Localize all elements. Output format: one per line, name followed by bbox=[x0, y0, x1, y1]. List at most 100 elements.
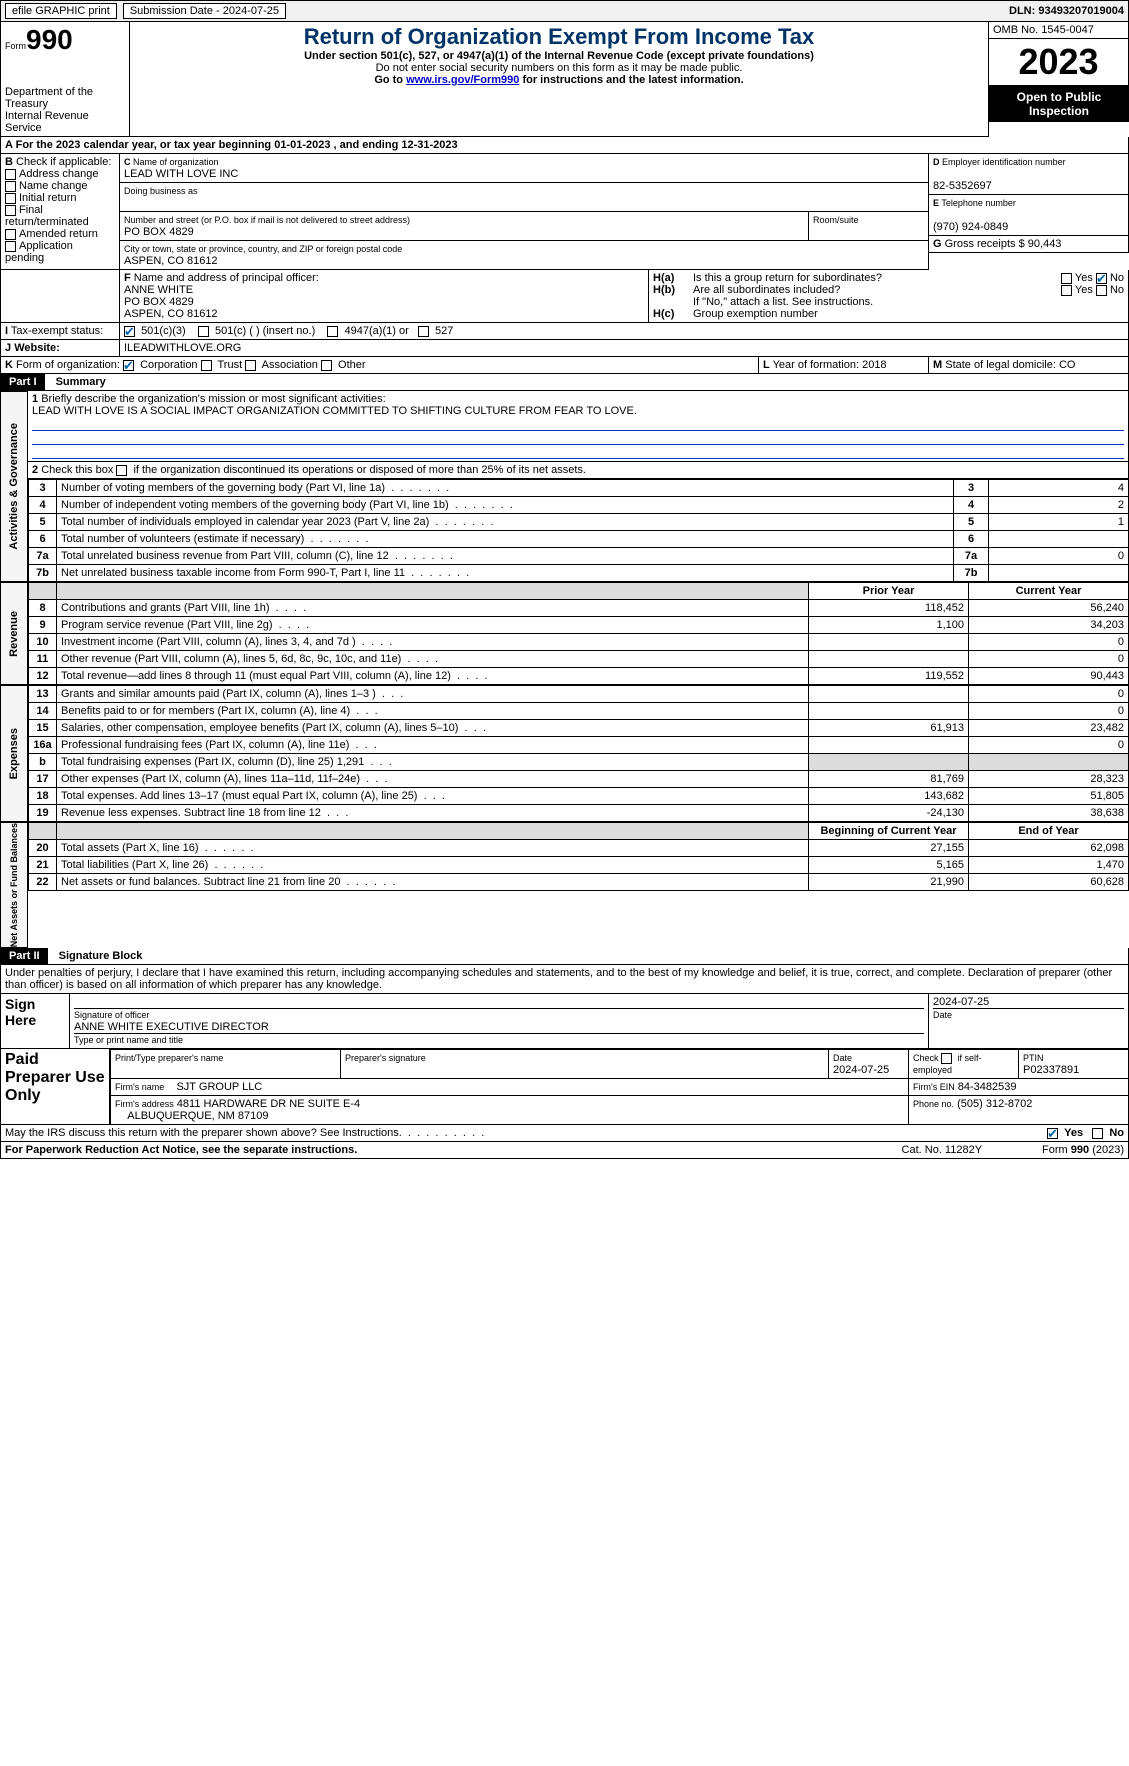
line1-val: LEAD WITH LOVE IS A SOCIAL IMPACT ORGANI… bbox=[32, 405, 637, 417]
chk-discontinued[interactable] bbox=[116, 465, 127, 476]
irs-text: Internal Revenue Service bbox=[5, 110, 125, 134]
c-name-label: Name of organization bbox=[133, 157, 219, 167]
chk-amended[interactable] bbox=[5, 229, 16, 240]
street-val: PO BOX 4829 bbox=[124, 226, 194, 238]
side-na: Net Assets or Fund Balances bbox=[0, 822, 28, 948]
line-a: A For the 2023 calendar year, or tax yea… bbox=[0, 137, 1129, 154]
submission-btn[interactable]: Submission Date - 2024-07-25 bbox=[123, 3, 286, 19]
hc-text: Group exemption number bbox=[693, 308, 818, 320]
open-inspection: Open to Public Inspection bbox=[989, 86, 1129, 122]
pra-text: For Paperwork Reduction Act Notice, see … bbox=[5, 1144, 357, 1156]
chk-trust[interactable] bbox=[201, 360, 212, 371]
g-label: Gross receipts $ bbox=[945, 238, 1025, 250]
paid-preparer-label: Paid Preparer Use Only bbox=[0, 1049, 110, 1125]
d-label: Employer identification number bbox=[942, 157, 1066, 167]
f-addr2: ASPEN, CO 81612 bbox=[124, 308, 218, 320]
street-label: Number and street (or P.O. box if mail i… bbox=[124, 215, 410, 225]
irs-link[interactable]: www.irs.gov/Form990 bbox=[406, 74, 519, 86]
chk-assoc[interactable] bbox=[245, 360, 256, 371]
e-label: Telephone number bbox=[941, 198, 1016, 208]
hb-yes[interactable] bbox=[1061, 285, 1072, 296]
side-ag: Activities & Governance bbox=[0, 391, 28, 582]
bcd-block: B Check if applicable: Address change Na… bbox=[0, 154, 1129, 270]
table-netassets: Beginning of Current YearEnd of Year20To… bbox=[28, 822, 1129, 891]
side-exp: Expenses bbox=[0, 685, 28, 822]
chk-527[interactable] bbox=[418, 326, 429, 337]
table-expenses: 13Grants and similar amounts paid (Part … bbox=[28, 685, 1129, 822]
chk-other[interactable] bbox=[321, 360, 332, 371]
room-label: Room/suite bbox=[813, 215, 859, 225]
goto-text: Go to bbox=[374, 74, 406, 86]
header-bar: efile GRAPHIC print Submission Date - 20… bbox=[0, 0, 1129, 22]
discuss-text: May the IRS discuss this return with the… bbox=[5, 1127, 402, 1139]
j-label: Website: bbox=[14, 342, 60, 354]
k-label: Form of organization: bbox=[16, 359, 120, 371]
dba-label: Doing business as bbox=[124, 186, 198, 196]
table-governance: 3Number of voting members of the governi… bbox=[28, 479, 1129, 582]
type-label: Type or print name and title bbox=[74, 1035, 183, 1045]
hb-no[interactable] bbox=[1096, 285, 1107, 296]
form-num: 990 bbox=[26, 24, 73, 55]
f-label: Name and address of principal officer: bbox=[134, 272, 319, 284]
efile-btn[interactable]: efile GRAPHIC print bbox=[5, 3, 117, 19]
phone-val: (970) 924-0849 bbox=[933, 221, 1008, 233]
i-label: Tax-exempt status: bbox=[11, 325, 103, 337]
table-preparer: Print/Type preparer's name Preparer's si… bbox=[110, 1049, 1129, 1125]
under-text: Under section 501(c), 527, or 4947(a)(1)… bbox=[134, 50, 984, 62]
website-val: ILEADWITHLOVE.ORG bbox=[124, 342, 241, 354]
ha-no[interactable] bbox=[1096, 273, 1107, 284]
l-val: 2018 bbox=[862, 359, 886, 371]
officer-name: ANNE WHITE EXECUTIVE DIRECTOR bbox=[74, 1021, 269, 1033]
form-label: Form bbox=[5, 41, 26, 51]
ssn-note: Do not enter social security numbers on … bbox=[134, 62, 984, 74]
part1-title: Summary bbox=[48, 374, 114, 390]
title-block: Form990 Department of the Treasury Inter… bbox=[0, 22, 1129, 137]
b0: Address change bbox=[19, 168, 99, 180]
year-box: OMB No. 1545-0047 2023 Open to Public In… bbox=[989, 22, 1129, 137]
line1-label: Briefly describe the organization's miss… bbox=[41, 393, 385, 405]
l-label: Year of formation: bbox=[773, 359, 859, 371]
f-addr1: PO BOX 4829 bbox=[124, 296, 194, 308]
sig-officer-label: Signature of officer bbox=[74, 1010, 149, 1020]
f-name: ANNE WHITE bbox=[124, 284, 193, 296]
b2: Initial return bbox=[19, 192, 76, 204]
part2-label: Part II bbox=[1, 948, 48, 964]
b3: Final return/terminated bbox=[5, 204, 89, 228]
chk-final[interactable] bbox=[5, 205, 16, 216]
chk-initial[interactable] bbox=[5, 193, 16, 204]
sign-here-label: Sign Here bbox=[0, 994, 70, 1049]
hb-note: If "No," attach a list. See instructions… bbox=[653, 296, 1124, 308]
b4: Amended return bbox=[19, 228, 98, 240]
cat-text: Cat. No. 11282Y bbox=[902, 1144, 983, 1156]
chk-address[interactable] bbox=[5, 169, 16, 180]
line2-text: Check this box if the organization disco… bbox=[41, 464, 586, 476]
dept-text: Department of the Treasury bbox=[5, 86, 125, 110]
ein-val: 82-5352697 bbox=[933, 180, 992, 192]
ha-text: Is this a group return for subordinates? bbox=[693, 272, 1061, 284]
form-title: Return of Organization Exempt From Incom… bbox=[134, 24, 984, 50]
line-a-text: For the 2023 calendar year, or tax year … bbox=[16, 139, 458, 151]
hb-text: Are all subordinates included? bbox=[693, 284, 1061, 296]
b-label: Check if applicable: bbox=[16, 156, 111, 168]
goto2-text: for instructions and the latest informat… bbox=[519, 74, 743, 86]
table-revenue: Prior YearCurrent Year8Contributions and… bbox=[28, 582, 1129, 685]
chk-501c[interactable] bbox=[198, 326, 209, 337]
m-label: State of legal domicile: bbox=[945, 359, 1056, 371]
part1-label: Part I bbox=[1, 374, 45, 390]
part2-title: Signature Block bbox=[51, 948, 151, 964]
year-text: 2023 bbox=[1018, 41, 1098, 82]
org-name: LEAD WITH LOVE INC bbox=[124, 168, 238, 180]
chk-discuss-yes[interactable] bbox=[1047, 1128, 1058, 1139]
side-rev: Revenue bbox=[0, 582, 28, 685]
chk-corp[interactable] bbox=[123, 360, 134, 371]
chk-discuss-no[interactable] bbox=[1092, 1128, 1103, 1139]
ha-yes[interactable] bbox=[1061, 273, 1072, 284]
chk-4947[interactable] bbox=[327, 326, 338, 337]
city-label: City or town, state or province, country… bbox=[124, 244, 402, 254]
chk-pending[interactable] bbox=[5, 241, 16, 252]
b1: Name change bbox=[19, 180, 88, 192]
chk-selfemp[interactable] bbox=[941, 1053, 952, 1064]
chk-name[interactable] bbox=[5, 181, 16, 192]
chk-501c3[interactable] bbox=[124, 326, 135, 337]
m-val: CO bbox=[1059, 359, 1076, 371]
